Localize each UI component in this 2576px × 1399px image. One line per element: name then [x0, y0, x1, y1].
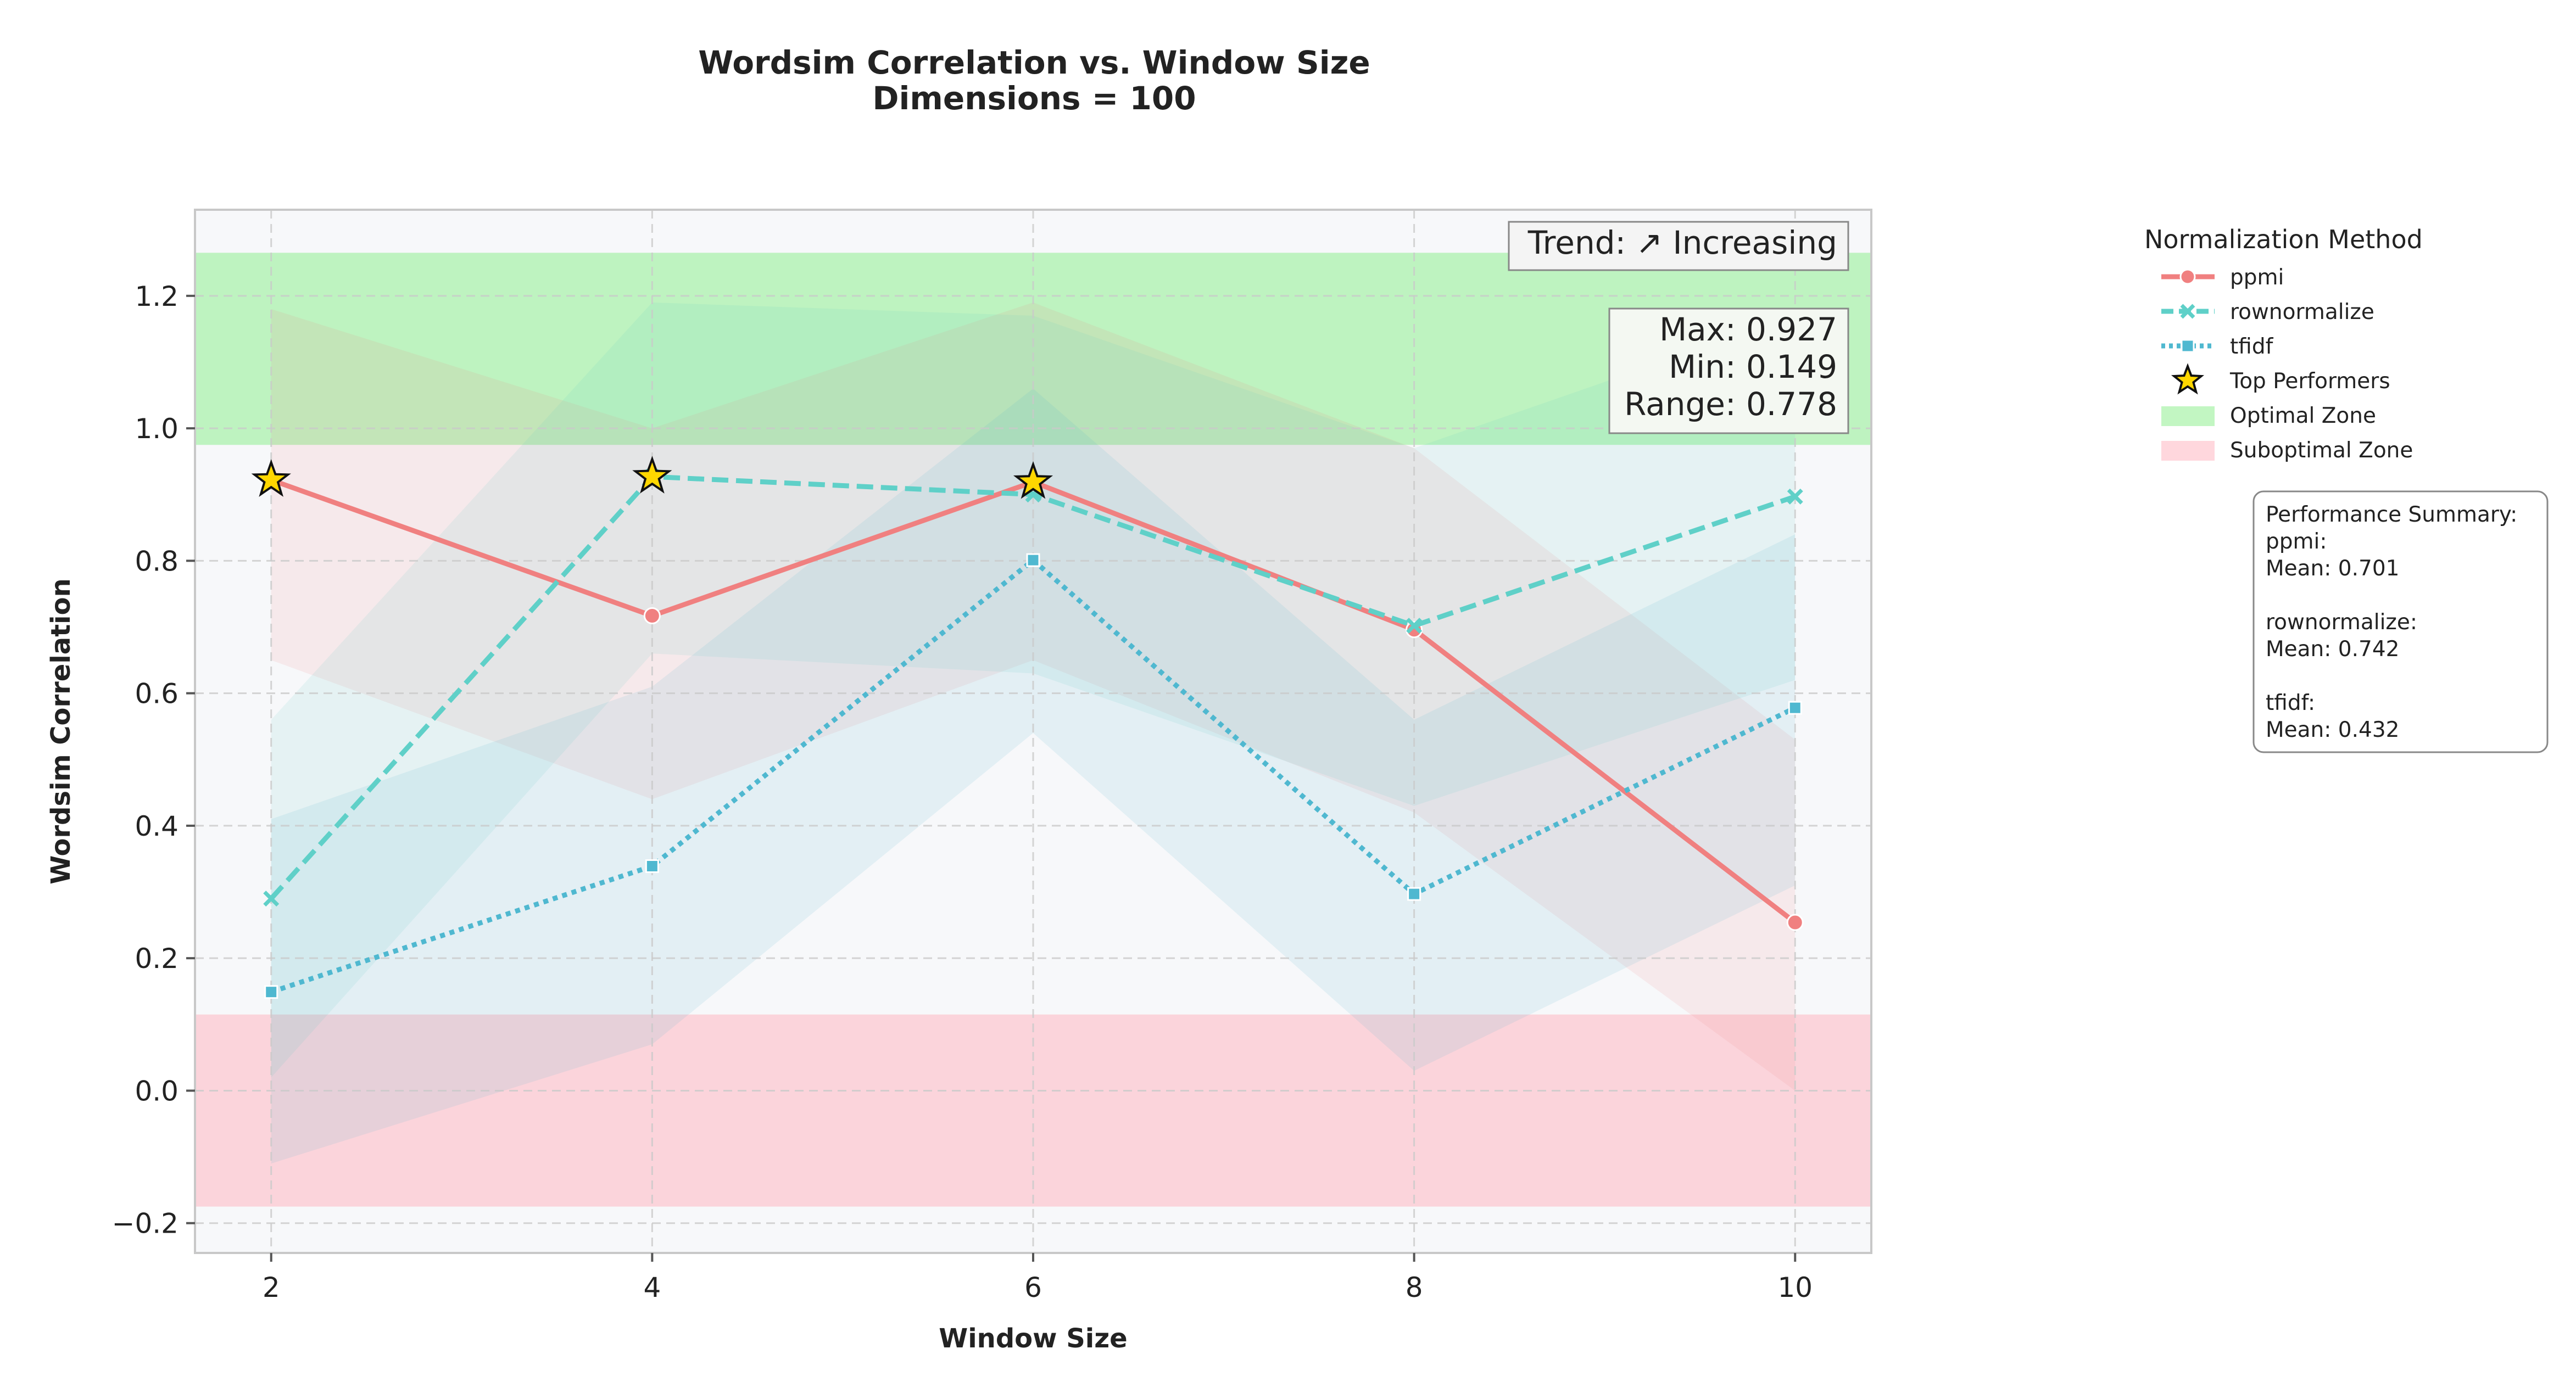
top-performers [251, 456, 1053, 499]
legend-item-top-performers: Top Performers [2171, 363, 2390, 395]
chart-title: Wordsim Correlation vs. Window Size [698, 44, 1370, 81]
x-tick-label-10: 10 [1777, 1272, 1813, 1303]
y-tick-label-2: 0.2 [135, 943, 179, 975]
trend-annotation: Trend: ↗ Increasing [1527, 224, 1837, 261]
legend-item-tfidf: tfidf [2161, 334, 2274, 359]
y-tick-label-7: 1.2 [135, 281, 179, 312]
legend-title: Normalization Method [2144, 225, 2423, 254]
x-tick-label-6: 6 [1024, 1272, 1042, 1303]
legend-rownormalize-label: rownormalize [2230, 300, 2374, 324]
legend-tfidf-label: tfidf [2230, 334, 2274, 359]
trend-box: Trend: ↗ Increasing [1508, 221, 1849, 271]
legend-optimal-label: Optimal Zone [2230, 404, 2376, 428]
legend-top-performers-label: Top Performers [2229, 369, 2390, 394]
y-tick-label-4: 0.6 [135, 678, 179, 710]
legend-item-suboptimal-zone: Suboptimal Zone [2161, 438, 2413, 463]
stats-box: Max: 0.927 Min: 0.149 Range: 0.778 [1608, 307, 1849, 434]
legend-tfidf-marker [2181, 339, 2195, 353]
chart-subtitle: Dimensions = 100 [872, 80, 1196, 117]
y-tick-label-1: 0.0 [135, 1075, 179, 1107]
point-tfidf-2 [264, 985, 278, 999]
y-tick-label-3: 0.4 [135, 810, 179, 842]
x-tick-label-8: 8 [1406, 1272, 1423, 1303]
top-performer-star-6 [1013, 461, 1053, 499]
x-axis-label: Window Size [939, 1323, 1127, 1354]
summary-box-frame [2252, 490, 2549, 753]
legend-item-ppmi: ppmi [2161, 265, 2284, 290]
legend-suboptimal-label: Suboptimal Zone [2230, 438, 2413, 463]
legend-ppmi-label: ppmi [2230, 265, 2284, 290]
legend-rownormalize-marker [2180, 304, 2195, 319]
y-tick-label-6: 1.0 [135, 413, 179, 445]
point-rownormalize-10 [1787, 488, 1803, 505]
legend-suboptimal-swatch [2161, 441, 2215, 461]
top-performer-star-2 [251, 459, 291, 497]
summary-line-tfidf: tfidf: [2266, 691, 2315, 715]
summary-line-tfidf-mean: Mean: 0.432 [2266, 718, 2399, 742]
summary-line-rownormalize: rownormalize: [2266, 610, 2417, 635]
x-axis-ticks: 2 4 6 8 10 [263, 1253, 1813, 1303]
legend-ppmi-marker [2179, 268, 2196, 285]
legend-item-rownormalize: rownormalize [2161, 300, 2374, 324]
summary-line-heading: Performance Summary: [2266, 502, 2517, 527]
summary-line-ppmi-mean: Mean: 0.701 [2266, 556, 2399, 581]
stats-max: Max: 0.927 [1659, 311, 1837, 348]
y-tick-label-5: 0.8 [135, 545, 179, 577]
point-ppmi-4 [643, 607, 661, 624]
point-rownormalize-8 [1406, 618, 1423, 634]
stats-min: Min: 0.149 [1669, 348, 1837, 385]
y-tick-label-0: −0.2 [112, 1208, 179, 1240]
point-tfidf-8 [1407, 887, 1421, 901]
legend-optimal-swatch [2161, 406, 2215, 426]
plot-area [194, 209, 1872, 1254]
stats-range: Range: 0.778 [1624, 385, 1837, 423]
top-performer-star-4 [632, 456, 672, 494]
legend-item-optimal-zone: Optimal Zone [2161, 404, 2376, 428]
point-tfidf-10 [1788, 701, 1802, 715]
y-axis-label: Wordsim Correlation [46, 578, 76, 884]
x-tick-label-4: 4 [643, 1272, 661, 1303]
y-axis-ticks: −0.2 0.0 0.2 0.4 0.6 0.8 1.0 1.2 [112, 281, 195, 1240]
legend: Normalization Method ppmi rownormalize t… [2144, 225, 2423, 463]
point-ppmi-10 [1786, 914, 1804, 931]
point-rownormalize-2 [263, 891, 280, 907]
summary-line-ppmi: ppmi: [2266, 529, 2327, 554]
summary-line-rownormalize-mean: Mean: 0.742 [2266, 637, 2399, 662]
trend-box-frame [1508, 221, 1849, 271]
point-tfidf-4 [645, 859, 659, 873]
point-tfidf-6 [1026, 553, 1040, 567]
stats-box-frame [1608, 307, 1849, 434]
performance-summary-box: Performance Summary: ppmi: Mean: 0.701 r… [2252, 490, 2549, 753]
x-tick-label-2: 2 [263, 1272, 280, 1303]
legend-star-icon [2171, 363, 2205, 395]
